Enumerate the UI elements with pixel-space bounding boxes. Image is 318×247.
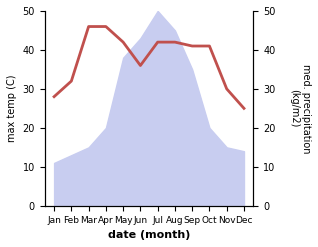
Y-axis label: max temp (C): max temp (C) (7, 75, 17, 142)
X-axis label: date (month): date (month) (108, 230, 190, 240)
Y-axis label: med. precipitation
(kg/m2): med. precipitation (kg/m2) (289, 64, 311, 153)
